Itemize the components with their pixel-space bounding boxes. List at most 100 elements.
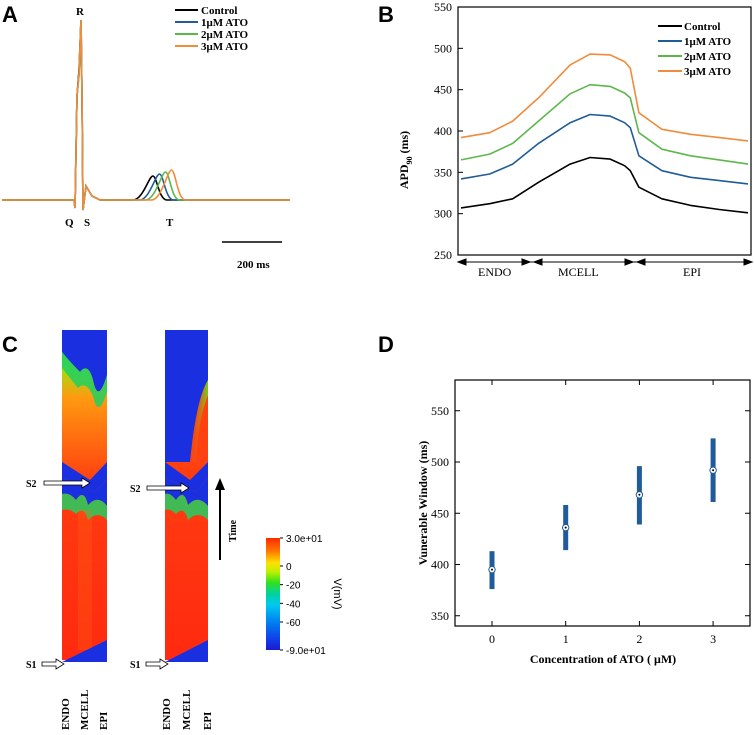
heatmap-right-s2-wedge: [165, 462, 208, 492]
legend-b-label-1um: 1μM ATO: [684, 36, 732, 48]
stim-arrow-s1-left: [41, 658, 65, 670]
panel-letter-c: C: [2, 332, 18, 357]
heat-xtick-left-mcell: MCELL: [79, 690, 91, 730]
y-tick-label-b: 500: [434, 41, 452, 55]
region-label-epi: EPI: [683, 265, 701, 279]
ecg-traces: [2, 19, 290, 211]
panel-a-ecg: R Q S T 200 ms Control 1μM ATO 2μM ATO 3…: [2, 5, 290, 271]
colorbar: [266, 538, 280, 650]
legend-a-label-1um: 1μM ATO: [201, 17, 249, 29]
wave-label-r: R: [76, 6, 85, 18]
region-arrowhead: [635, 258, 646, 266]
y-axis-label-d: Vunerable Window (ms): [416, 441, 430, 565]
region-arrowhead: [521, 258, 532, 266]
y-ticks-b: 250 300 350 400 450 500 550: [434, 0, 463, 262]
colorbar-tick-label: 0: [286, 562, 292, 573]
region-label-mcell: MCELL: [558, 265, 599, 279]
y-tick-label-d: 350: [431, 609, 449, 623]
heatmap-right: [165, 330, 208, 662]
heat-xtick-left-epi: EPI: [98, 712, 110, 730]
colorbar-tick-label: -60: [286, 618, 301, 629]
legend-b-label-3um: 3μM ATO: [684, 66, 732, 78]
legend-b: Control 1μM ATO 2μM ATO 3μM ATO: [658, 21, 732, 78]
y-axis-label-b-sub: 90: [405, 157, 414, 165]
region-arrowhead: [456, 258, 467, 266]
heatmap-right-mid-green: [165, 493, 208, 520]
legend-b-label-2um: 2μM ATO: [684, 51, 732, 63]
scale-bar-label: 200 ms: [237, 259, 270, 271]
y-axis-label-b-unit-text: (ms): [397, 131, 411, 154]
apd-series: [460, 53, 749, 214]
y-tick-label-b: 350: [434, 165, 452, 179]
heatmap-left: [62, 330, 107, 662]
region-arrowhead: [532, 258, 543, 266]
y-tick-label-b: 400: [434, 124, 452, 138]
panel-letter-d: D: [378, 332, 394, 357]
heat-xtick-right-epi: EPI: [202, 712, 214, 730]
panel-letter-a: A: [2, 2, 18, 27]
stim-arrow-s2-right: [146, 482, 190, 494]
colorbar-tick-label: -40: [286, 599, 301, 610]
time-arrowhead: [215, 478, 225, 490]
vw-point-center: [712, 469, 715, 472]
stim-label-s1-left: S1: [26, 660, 37, 671]
region-arrows: [456, 258, 754, 266]
heatmap-right-s1-wedge: [165, 640, 208, 662]
stim-label-s2-right: S2: [130, 484, 141, 495]
apd-line-3: [460, 53, 749, 142]
vw-point-center: [491, 568, 493, 571]
heatmap-right-epi-green: [190, 380, 208, 462]
vw-marks: [488, 438, 717, 590]
y-tick-label-d: 400: [431, 558, 449, 572]
region-arrowhead: [743, 258, 754, 266]
heat-xtick-right-endo: ENDO: [161, 698, 173, 730]
panel-c-heatmaps: S2 S2 S1 S1 ENDO MCELL EPI ENDO MCELL EP…: [26, 330, 343, 730]
panel-b-apd: 250 300 350 400 450 500 550 APD90 (ms) Control…: [397, 0, 754, 279]
apd-line-0: [460, 156, 749, 214]
stim-label-s2-left: S2: [26, 479, 37, 490]
stim-label-s1-right: S1: [130, 660, 141, 671]
colorbar-tick-label: 3.0e+01: [286, 534, 323, 545]
heatmap-left-mcell-stripe: [78, 510, 92, 650]
apd-line-1: [460, 113, 749, 185]
heatmap-left-green-band: [62, 352, 107, 408]
y-tick-label-b: 250: [434, 248, 452, 262]
apd-line-2: [460, 83, 749, 165]
y-tick-label-b: 300: [434, 207, 452, 221]
legend-b-label-control: Control: [684, 21, 720, 33]
vw-point-center: [564, 526, 567, 529]
y-tick-label-b: 450: [434, 83, 452, 97]
panel-letter-b: B: [378, 2, 394, 27]
heatmap-left-s1-wedge: [62, 640, 107, 662]
plot-area-d: [454, 379, 751, 627]
panel-d-vulnerable-window: 350 400 450 500 550 0 1 2 3 Vunerable Window (ms…: [416, 379, 751, 666]
x-tick-label-d: 2: [636, 632, 642, 646]
wave-label-t: T: [166, 217, 174, 229]
vw-point-center: [638, 493, 641, 496]
heatmap-right-mid: [165, 478, 208, 506]
stim-arrow-s1-right: [145, 658, 169, 670]
x-tick-label-d: 1: [563, 632, 569, 646]
y-tick-label-d: 550: [431, 404, 449, 418]
wave-label-q: Q: [65, 217, 74, 229]
axes-d: 350 400 450 500 550 0 1 2 3: [431, 380, 750, 646]
legend-a-label-3um: 3μM ATO: [201, 41, 249, 53]
heat-xtick-right-mcell: MCELL: [181, 690, 193, 730]
region-label-endo: ENDO: [478, 265, 512, 279]
heat-xtick-left-endo: ENDO: [60, 698, 72, 730]
y-axis-label-b-unit: (ms): [397, 131, 411, 157]
heatmap-left-mid-green: [62, 493, 107, 520]
wave-label-s: S: [84, 217, 90, 229]
y-axis-label-b-main: APD: [397, 164, 411, 189]
y-tick-label-d: 450: [431, 506, 449, 520]
heatmap-left-s2-wedge: [62, 462, 107, 492]
ecg-trace-3: [2, 19, 290, 211]
y-tick-label-d: 500: [431, 455, 449, 469]
y-tick-label-b: 550: [434, 0, 452, 14]
legend-a-label-control: Control: [201, 5, 237, 17]
x-tick-label-d: 3: [710, 632, 716, 646]
x-tick-label-d: 0: [489, 632, 495, 646]
legend-a: Control 1μM ATO 2μM ATO 3μM ATO: [175, 5, 249, 53]
time-label: Time: [228, 519, 239, 542]
